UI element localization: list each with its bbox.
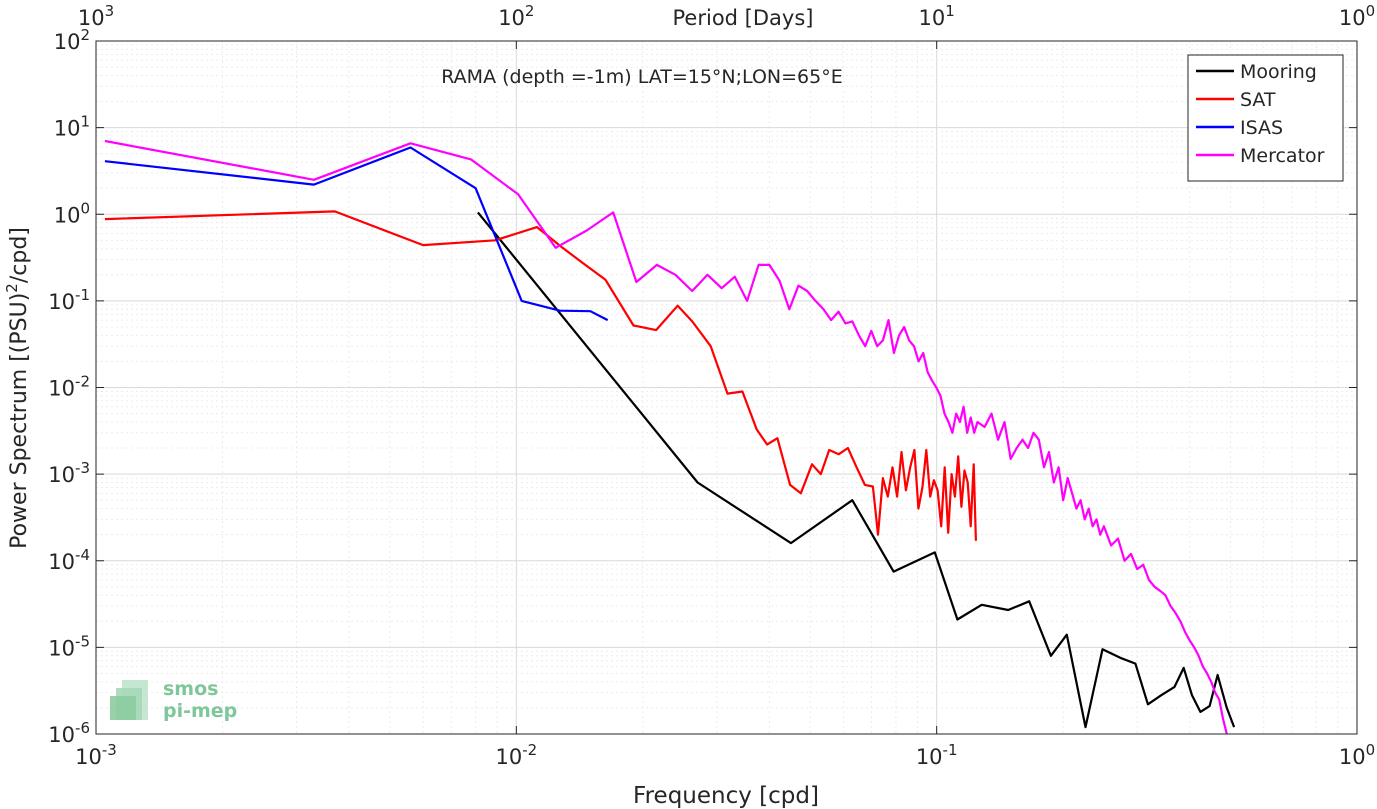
top-x-tick-label: 101 xyxy=(919,2,955,30)
chart-title: RAMA (depth =-1m) LAT=15°N;LON=65°E xyxy=(441,66,842,88)
y-axis-label: Power Spectrum [(PSU)2/cpd] xyxy=(3,227,32,549)
logo-text-pi-mep: pi-mep xyxy=(163,700,237,722)
y-tick-label: 10-6 xyxy=(48,719,90,747)
top-x-tick-label: 103 xyxy=(78,2,114,30)
smos-pi-mep-logo: smos pi-mep xyxy=(110,678,237,722)
legend-label: SAT xyxy=(1240,89,1276,111)
legend-label: Mooring xyxy=(1240,61,1317,83)
y-tick-label: 102 xyxy=(54,26,90,54)
y-tick-label: 10-3 xyxy=(48,459,90,487)
legend-label: Mercator xyxy=(1240,145,1325,167)
series-line-sat xyxy=(104,210,977,541)
legend: Mooring SAT ISAS Mercator xyxy=(1187,54,1344,182)
x-axis-label: Frequency [cpd] xyxy=(633,783,819,809)
data-series xyxy=(104,139,1236,735)
series-line-mooring xyxy=(477,211,1236,729)
top-x-tick-label: 100 xyxy=(1339,2,1375,30)
top-x-axis-label: Period [Days] xyxy=(673,6,814,30)
y-tick-label: 10-2 xyxy=(48,373,90,401)
legend-label: ISAS xyxy=(1240,117,1283,139)
series-line-isas xyxy=(104,146,609,322)
grid-lines xyxy=(95,41,1357,735)
x-tick-label: 10-1 xyxy=(916,741,958,769)
legend-box xyxy=(1187,54,1344,182)
x-tick-label: 10-3 xyxy=(75,741,117,769)
series-line-mercator xyxy=(104,139,1228,735)
top-x-tick-label: 102 xyxy=(498,2,534,30)
y-tick-label: 10-5 xyxy=(48,632,90,660)
y-tick-label: 10-1 xyxy=(48,286,90,314)
y-tick-label: 10-4 xyxy=(48,546,90,574)
logo-text-smos: smos xyxy=(163,678,218,700)
x-tick-label: 100 xyxy=(1339,741,1375,769)
y-tick-label: 101 xyxy=(54,113,90,141)
x-tick-label: 10-2 xyxy=(495,741,537,769)
y-tick-label: 100 xyxy=(54,199,90,227)
